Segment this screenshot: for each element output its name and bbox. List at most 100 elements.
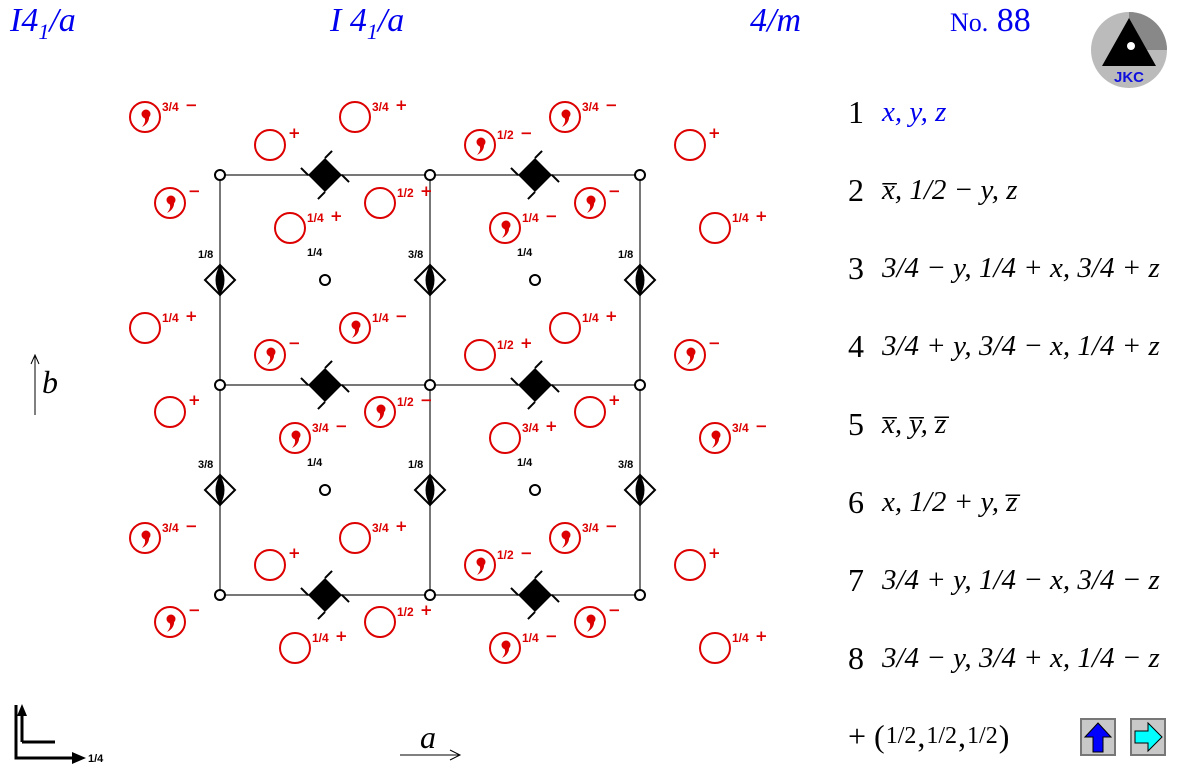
screw-axis-icon [623, 263, 657, 297]
comma-tail-icon [562, 115, 570, 127]
square [308, 368, 342, 402]
tick [341, 594, 350, 603]
up-button[interactable] [1080, 718, 1116, 756]
coordinate-number: 3 [848, 249, 864, 286]
position-height: 1/4 [732, 631, 749, 645]
tick [510, 167, 519, 176]
comma-tail-icon [687, 353, 695, 365]
comma-tail-icon [712, 436, 720, 448]
position-circle-icon [279, 422, 311, 454]
position-height: 3/4 [732, 421, 749, 435]
coordinate-item: 3 3/4 − y, 1/4 + x, 3/4 + z [848, 248, 1160, 288]
comma-tail-icon [142, 536, 150, 548]
square [308, 578, 342, 612]
tick [324, 150, 333, 159]
position-circle-icon [339, 522, 371, 554]
number-value: 88 [996, 2, 1031, 39]
inversion-center-icon [424, 169, 436, 181]
position-sign: − [185, 517, 198, 535]
tick [341, 174, 350, 183]
position-height: 1/2 [497, 128, 514, 142]
inversion-center-icon [634, 379, 646, 391]
coordinate-item: 6 x, 1/2 + y, z̅ [848, 482, 1018, 522]
position-height: 1/2 [397, 605, 414, 619]
position-enantiomorph: 1/4− [489, 207, 558, 244]
coordinate-expression: 3/4 − y, 1/4 + x, 3/4 + z [882, 251, 1160, 284]
inversion-center-height: 1/4 [517, 247, 533, 259]
inversion-center-icon [214, 379, 226, 391]
coordinate-number: 6 [848, 483, 864, 520]
position-sign: + [335, 627, 348, 645]
position-marker: 1/4 + [699, 207, 768, 244]
centering-fraction: 1/2 [967, 722, 998, 749]
lens [215, 265, 225, 295]
position-enantiomorph: 1/2− [464, 124, 533, 161]
tick [551, 384, 560, 393]
coordinate-expression: x, y, z [882, 95, 947, 128]
inversion-center-height: 1/4 [517, 457, 533, 469]
tick [534, 570, 543, 579]
lens [425, 475, 435, 505]
inversion-center-height: 1/4 [307, 247, 323, 259]
inversion-center-icon [634, 169, 646, 181]
next-button[interactable] [1130, 718, 1166, 756]
inversion-center-icon [529, 484, 541, 496]
tick [534, 360, 543, 369]
lens [425, 265, 435, 295]
position-height: 1/4 [162, 311, 179, 325]
coordinate-expression: 3/4 − y, 3/4 + x, 1/4 − z [882, 641, 1160, 674]
position-circle-icon [549, 101, 581, 133]
inversion-center-icon [424, 379, 436, 391]
position-height: 3/4 [372, 521, 389, 535]
position-marker: 1/2 + [464, 334, 533, 371]
position-marker: 3/4 + [339, 96, 408, 133]
position-height: 1/4 [522, 631, 539, 645]
point-group: 4/m [750, 2, 801, 39]
position-sign: + [330, 207, 343, 225]
b-axis-label: b [42, 364, 58, 400]
comma-tail-icon [377, 410, 385, 422]
position-circle-icon [274, 212, 306, 244]
lens [215, 475, 225, 505]
inversion-center-icon [319, 484, 331, 496]
screw-axis-height: 3/8 [408, 249, 423, 261]
position-height: 1/4 [372, 311, 389, 325]
coordinate-item: 1 x, y, z [848, 92, 946, 132]
position-circle-icon [574, 396, 606, 428]
coordinate-number: 7 [848, 561, 864, 598]
position-height: 3/4 [162, 100, 179, 114]
screw-axis-icon [413, 263, 447, 297]
comma-tail-icon [502, 646, 510, 658]
position-enantiomorph: 3/4− [549, 517, 618, 554]
screw-axis-height: 1/8 [408, 459, 423, 471]
tick [510, 587, 519, 596]
position-marker: 3/4 + [489, 417, 558, 454]
general-positions: 3/4−3/4 +3/4 −+ 1/2− +− 1/2 + −1/4 +1/4−1/4 +1/4 +… [129, 96, 768, 664]
position-sign: + [605, 307, 618, 325]
position-sign: − [605, 517, 618, 535]
inversion-center-icon [424, 589, 436, 601]
tick [341, 384, 350, 393]
comma-tail-icon [587, 201, 595, 213]
position-height: 1/2 [397, 395, 414, 409]
centering-close: ) [998, 717, 1010, 754]
position-height: 3/4 [312, 421, 329, 435]
comma-tail-icon [502, 226, 510, 238]
comma-tail-icon [267, 353, 275, 365]
position-sign: + [608, 391, 621, 409]
position-enantiomorph: − [574, 601, 621, 638]
position-sign: − [520, 544, 533, 562]
position-sign: − [608, 182, 621, 200]
coordinate-number: 2 [848, 171, 864, 208]
position-marker: + [254, 544, 301, 581]
position-enantiomorph: 1/4− [339, 307, 408, 344]
position-circle-icon [489, 212, 521, 244]
screw-axis-icon [623, 473, 657, 507]
tick [510, 377, 519, 386]
square [308, 158, 342, 192]
position-circle-icon [129, 101, 161, 133]
position-sign: − [545, 627, 558, 645]
tick [527, 401, 536, 410]
tick [300, 587, 309, 596]
position-sign: + [288, 544, 301, 562]
